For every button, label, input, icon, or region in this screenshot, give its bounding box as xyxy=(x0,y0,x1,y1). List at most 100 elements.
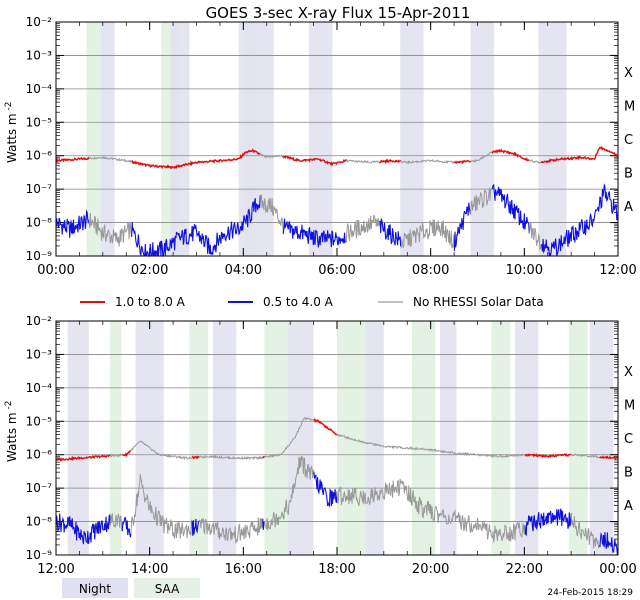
night-band xyxy=(287,321,314,555)
series-short-0.5-4A xyxy=(55,183,619,258)
short-nodata-segment xyxy=(259,194,284,235)
saa-band xyxy=(411,321,436,555)
short-nodata-segment xyxy=(109,512,123,532)
flare-class-label: X xyxy=(624,365,633,380)
short-nodata-segment xyxy=(570,512,601,549)
flare-class-label: X xyxy=(624,66,633,81)
night-band xyxy=(365,321,384,555)
x-tick-label: 12:00 xyxy=(599,263,636,278)
y-axis-label: Watts m -2 xyxy=(4,401,19,462)
saa-band xyxy=(491,321,511,555)
x-tick-label: 12:00 xyxy=(37,562,74,577)
night-band xyxy=(170,22,190,256)
long-segment xyxy=(491,148,530,162)
long-segment xyxy=(55,453,111,462)
long-nodata-segment xyxy=(345,158,380,164)
y-axis-label: Watts m -2 xyxy=(4,102,19,163)
y-tick-label: 10⁻² xyxy=(26,314,53,328)
short-segment xyxy=(453,202,472,251)
series-long-1-8A xyxy=(55,417,619,462)
saa-band xyxy=(189,321,209,555)
short-nodata-segment xyxy=(470,187,493,215)
legend-short-label: 0.5 to 4.0 A xyxy=(263,295,334,309)
long-segment xyxy=(453,159,472,165)
y-tick-label: 10⁻⁴ xyxy=(26,82,53,96)
night-band xyxy=(212,321,237,555)
night-band xyxy=(135,321,164,555)
short-nodata-segment xyxy=(130,474,193,539)
short-nodata-segment xyxy=(264,455,315,531)
long-nodata-segment xyxy=(130,440,193,461)
plot-frame xyxy=(55,21,619,257)
short-nodata-segment xyxy=(528,222,542,251)
long-segment xyxy=(131,148,261,170)
short-nodata-segment xyxy=(400,219,455,251)
saa-band xyxy=(86,22,101,256)
chart-title: GOES 3-sec X-ray Flux 15-Apr-2011 xyxy=(206,4,471,22)
timestamp: 24-Feb-2015 18:29 xyxy=(547,588,633,598)
y-tick-label: 10⁻⁸ xyxy=(26,216,53,230)
night-key-label: Night xyxy=(79,582,112,596)
flare-class-label: C xyxy=(624,432,633,447)
long-segment xyxy=(121,450,132,458)
short-segment xyxy=(262,518,265,530)
night-band xyxy=(440,321,457,555)
short-nodata-segment xyxy=(198,517,264,544)
long-segment xyxy=(282,155,347,168)
long-nodata-segment xyxy=(570,453,601,459)
short-segment xyxy=(379,218,402,247)
saa-band xyxy=(264,321,288,555)
flare-class-label: B xyxy=(624,166,633,181)
y-axis-label-sup: -2 xyxy=(4,401,14,413)
short-segment xyxy=(491,184,530,234)
short-segment xyxy=(540,183,619,257)
night-band xyxy=(400,22,424,256)
night-band xyxy=(308,22,333,256)
night-band xyxy=(538,22,567,256)
flare-class-label: A xyxy=(624,499,633,514)
long-segment xyxy=(55,156,90,164)
long-segment xyxy=(540,145,619,164)
y-tick-label: 10⁻⁹ xyxy=(26,249,53,263)
y-tick-label: 10⁻⁴ xyxy=(26,381,53,395)
y-tick-label: 10⁻³ xyxy=(26,347,53,361)
legend-nodata-label: No RHESSI Solar Data xyxy=(413,295,544,309)
long-nodata-segment xyxy=(470,151,492,163)
x-tick-label: 16:00 xyxy=(225,562,262,577)
y-tick-label: 10⁻⁶ xyxy=(26,448,53,462)
saa-band xyxy=(337,321,366,555)
long-nodata-segment xyxy=(336,433,526,459)
night-band xyxy=(470,22,494,256)
night-band xyxy=(589,321,614,555)
night-key-swatch xyxy=(62,578,128,598)
plot-frame xyxy=(55,320,619,556)
y-tick-label: 10⁻⁸ xyxy=(26,515,53,529)
x-tick-label: 08:00 xyxy=(412,263,449,278)
long-nodata-segment xyxy=(264,417,315,458)
flare-class-label: B xyxy=(624,465,633,480)
long-nodata-segment xyxy=(528,159,542,165)
series-short-0.5-4A xyxy=(55,455,619,556)
long-nodata-segment xyxy=(400,159,455,165)
series-long-1-8A xyxy=(55,145,619,170)
long-nodata-segment xyxy=(110,453,123,458)
x-tick-label: 14:00 xyxy=(131,562,168,577)
x-tick-label: 18:00 xyxy=(318,562,355,577)
short-segment xyxy=(131,195,261,258)
short-segment xyxy=(121,516,132,538)
flare-class-label: M xyxy=(624,399,635,414)
long-nodata-segment xyxy=(198,454,264,461)
y-tick-label: 10⁻⁶ xyxy=(26,149,53,163)
long-nodata-segment xyxy=(88,155,132,164)
night-saa-key: Night SAA xyxy=(62,578,200,598)
y-tick-label: 10⁻⁵ xyxy=(26,115,53,129)
legend-long-label: 1.0 to 8.0 A xyxy=(115,295,186,309)
legend: 1.0 to 8.0 A 0.5 to 4.0 A No RHESSI Sola… xyxy=(80,295,544,309)
short-segment xyxy=(599,532,619,556)
short-segment xyxy=(191,518,200,536)
night-band xyxy=(514,321,539,555)
x-tick-label: 20:00 xyxy=(412,562,449,577)
flare-class-label: C xyxy=(624,133,633,148)
panel-top: 10⁻² 10⁻³ 10⁻⁴ 10⁻⁵ 10⁻⁶ 10⁻⁷ 10⁻⁸ 10⁻⁹ X M C B A 00:… xyxy=(4,15,637,278)
